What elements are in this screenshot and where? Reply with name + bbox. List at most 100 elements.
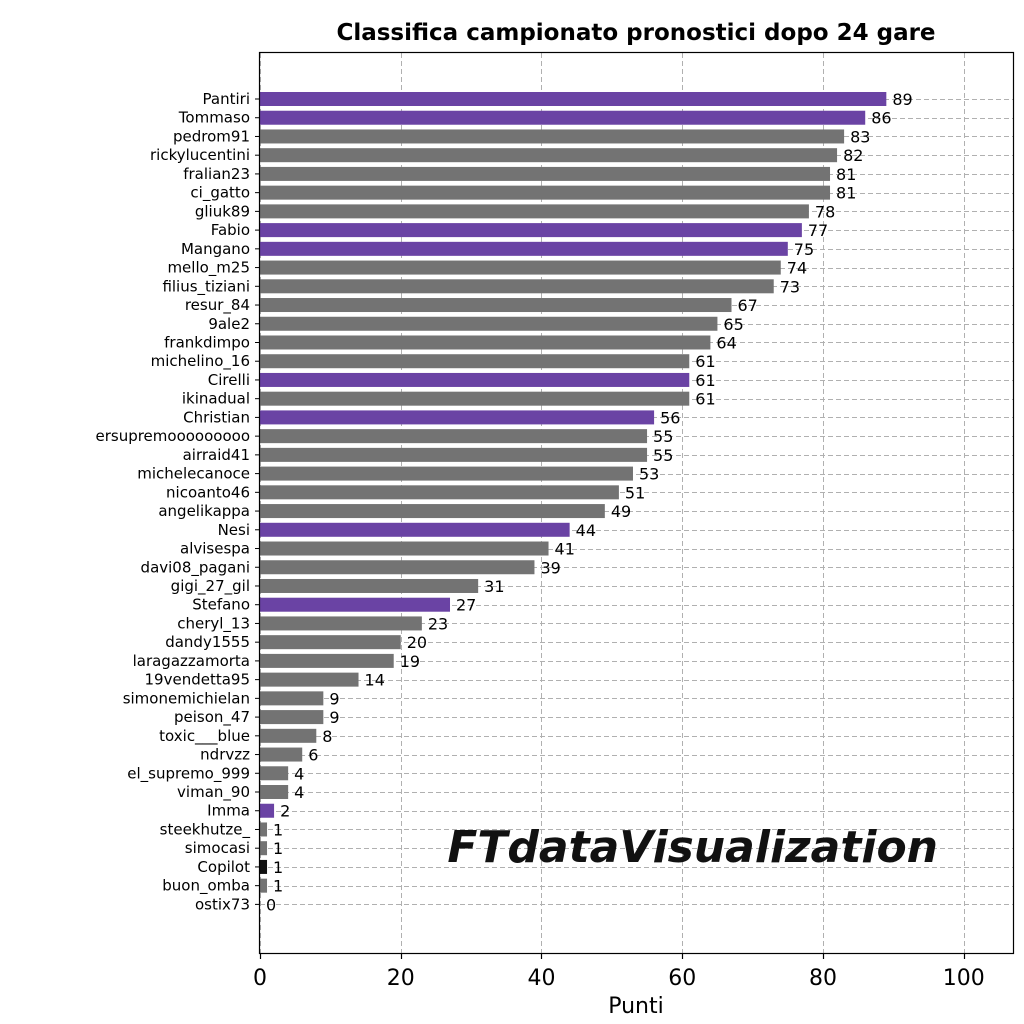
data-label: 1	[273, 820, 283, 839]
bar	[260, 298, 732, 313]
bar	[260, 429, 648, 444]
bar	[260, 223, 802, 238]
data-label: 67	[738, 296, 758, 315]
bar	[260, 878, 268, 893]
y-tick-label: el_supremo_999	[127, 764, 250, 783]
data-label: 82	[843, 146, 863, 165]
data-label: 61	[695, 390, 715, 409]
bar	[260, 354, 690, 369]
data-label: 65	[723, 315, 743, 334]
x-tick-label: 20	[387, 966, 415, 991]
data-label: 9	[329, 708, 339, 727]
bar	[260, 541, 549, 556]
y-tick-label: Mangano	[181, 240, 250, 258]
x-tick-label: 100	[943, 966, 985, 991]
data-label: 2	[280, 802, 290, 821]
y-tick-label: Stefano	[192, 596, 250, 614]
data-label: 83	[850, 127, 870, 146]
y-tick-label: fralian23	[183, 165, 250, 183]
data-label: 20	[407, 633, 427, 652]
y-tick-label: resur_84	[185, 296, 250, 315]
y-tick-label: Pantiri	[203, 90, 250, 108]
data-label: 41	[555, 540, 575, 559]
data-label: 73	[780, 277, 800, 296]
bar	[260, 747, 303, 762]
x-axis-label: Punti	[608, 994, 664, 1019]
data-label: 4	[294, 764, 304, 783]
bar	[260, 597, 451, 612]
bar	[260, 522, 570, 537]
data-label: 55	[653, 427, 673, 446]
data-label: 78	[815, 202, 835, 221]
data-label: 14	[365, 671, 385, 690]
y-tick-label: gliuk89	[195, 202, 250, 220]
y-tick-label: ostix73	[195, 895, 250, 913]
bar	[260, 410, 655, 425]
y-tick-label: davi08_pagani	[141, 558, 250, 577]
y-tick-label: nicoanto46	[166, 483, 250, 501]
y-tick-label: toxic___blue	[159, 727, 250, 746]
data-label: 27	[456, 596, 476, 615]
data-label: 6	[308, 746, 318, 765]
y-tick-label: Imma	[207, 802, 250, 820]
data-labels: 8986838281817877757473676564616161565555…	[266, 90, 913, 914]
bar	[260, 166, 831, 181]
y-tick-label: mello_m25	[167, 259, 250, 278]
y-tick-label: Cirelli	[208, 371, 250, 389]
watermark: FTdataVisualization	[447, 822, 938, 873]
data-label: 89	[892, 90, 912, 109]
bar	[260, 859, 268, 874]
bar	[260, 653, 394, 668]
x-tick-labels: 0 20 40 60 80 100	[253, 953, 985, 991]
data-label: 81	[836, 165, 856, 184]
y-tick-label: michelino_16	[151, 352, 250, 371]
data-label: 1	[273, 858, 283, 877]
y-tick-label: filius_tiziani	[162, 277, 250, 296]
y-tick-label: 19vendetta95	[145, 671, 251, 689]
bar	[260, 485, 619, 500]
bar	[260, 316, 718, 331]
x-tick-label: 0	[253, 966, 267, 991]
bar	[260, 841, 268, 856]
y-tick-label: laragazzamorta	[133, 652, 250, 670]
bar	[260, 635, 401, 650]
y-tick-label: steekhutze_	[160, 820, 251, 839]
bar	[260, 110, 866, 125]
data-label: 9	[329, 689, 339, 708]
bar	[260, 185, 831, 200]
y-tick-label: angelikappa	[158, 502, 250, 520]
bars	[260, 92, 887, 893]
y-tick-label: ikinadual	[182, 390, 250, 408]
y-tick-label: simocasi	[185, 839, 250, 857]
data-label: 44	[576, 521, 596, 540]
y-tick-label: frankdimpo	[164, 333, 250, 351]
y-tick-label: Nesi	[218, 521, 250, 539]
plot-frame	[258, 51, 1015, 955]
bar	[260, 578, 479, 593]
data-label: 19	[400, 652, 420, 671]
data-label: 53	[639, 465, 659, 484]
data-label: 56	[660, 408, 680, 427]
bar	[260, 710, 324, 725]
y-tick-label: ersupremooooooooo	[95, 427, 250, 445]
y-tick-labels: PantiriTommasopedrom91rickylucentinifral…	[95, 90, 260, 913]
y-tick-label: Fabio	[211, 221, 250, 239]
y-tick-label: ndrvzz	[200, 746, 250, 764]
y-tick-label: michelecanoce	[137, 465, 250, 483]
data-label: 8	[322, 727, 332, 746]
bar	[260, 260, 781, 275]
data-label: 81	[836, 184, 856, 203]
bar	[260, 335, 711, 350]
y-tick-label: viman_90	[177, 783, 250, 802]
data-label: 55	[653, 446, 673, 465]
bar	[260, 447, 648, 462]
bar	[260, 728, 317, 743]
y-tick-label: cheryl_13	[177, 614, 250, 633]
data-label: 61	[695, 371, 715, 390]
data-label: 61	[695, 352, 715, 371]
data-label: 49	[611, 502, 631, 521]
data-label: 74	[787, 259, 807, 278]
data-label: 23	[428, 614, 448, 633]
data-label: 75	[794, 240, 814, 259]
